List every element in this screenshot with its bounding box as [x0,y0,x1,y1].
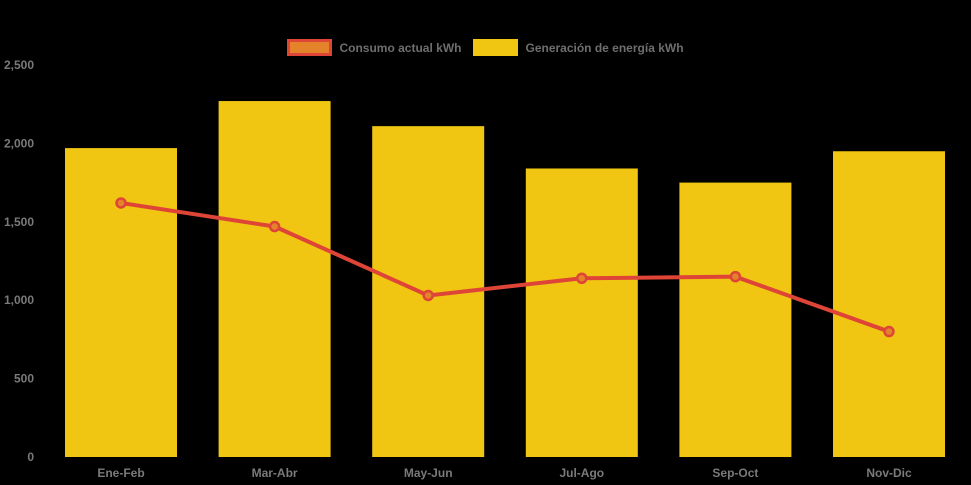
x-axis-label-nov-dic: Nov-Dic [866,466,912,480]
legend-item-generacion[interactable]: Generación de energía kWh [473,39,684,56]
generacion-swatch-icon [473,39,519,56]
bar-jul-ago[interactable] [525,168,638,457]
x-axis-label-mar-abr: Mar-Abr [252,466,298,480]
x-axis-label-may-jun: May-Jun [404,466,453,480]
point-nov-dic[interactable] [883,325,895,338]
bar-sep-oct[interactable] [679,182,792,457]
bar-mar-abr[interactable] [218,101,331,458]
consumo-line [119,200,891,334]
x-axis-label-jul-ago: Jul-Ago [559,466,604,480]
legend-label-consumo: Consumo actual kWh [339,40,462,55]
y-axis-tick-label-500: 500 [14,372,34,386]
point-jul-ago[interactable] [576,272,588,284]
point-mar-abr[interactable] [268,220,281,233]
legend-label-generacion: Generación de energía kWh [525,40,684,55]
x-axis-label-ene-feb: Ene-Feb [97,466,144,480]
x-axis-label-sep-oct: Sep-Oct [712,466,758,480]
y-axis-tick-label-0: 0 [27,450,34,464]
y-axis-tick-label-1000: 1,000 [4,293,34,307]
y-axis-tick-label-1500: 1,500 [4,215,34,229]
legend-item-consumo[interactable]: Consumo actual kWh [287,39,461,56]
bar-nov-dic[interactable] [833,151,945,458]
chart-legend: Consumo actual kWh Generación de energía… [0,39,971,56]
point-may-jun[interactable] [422,289,434,302]
y-axis-tick-label-2500: 2,500 [4,58,34,72]
point-ene-feb[interactable] [115,197,127,209]
point-sep-oct[interactable] [729,270,742,283]
consumo-swatch-icon [287,39,333,56]
bar-ene-feb[interactable] [65,148,177,457]
y-axis-tick-label-2000: 2,000 [4,136,34,150]
